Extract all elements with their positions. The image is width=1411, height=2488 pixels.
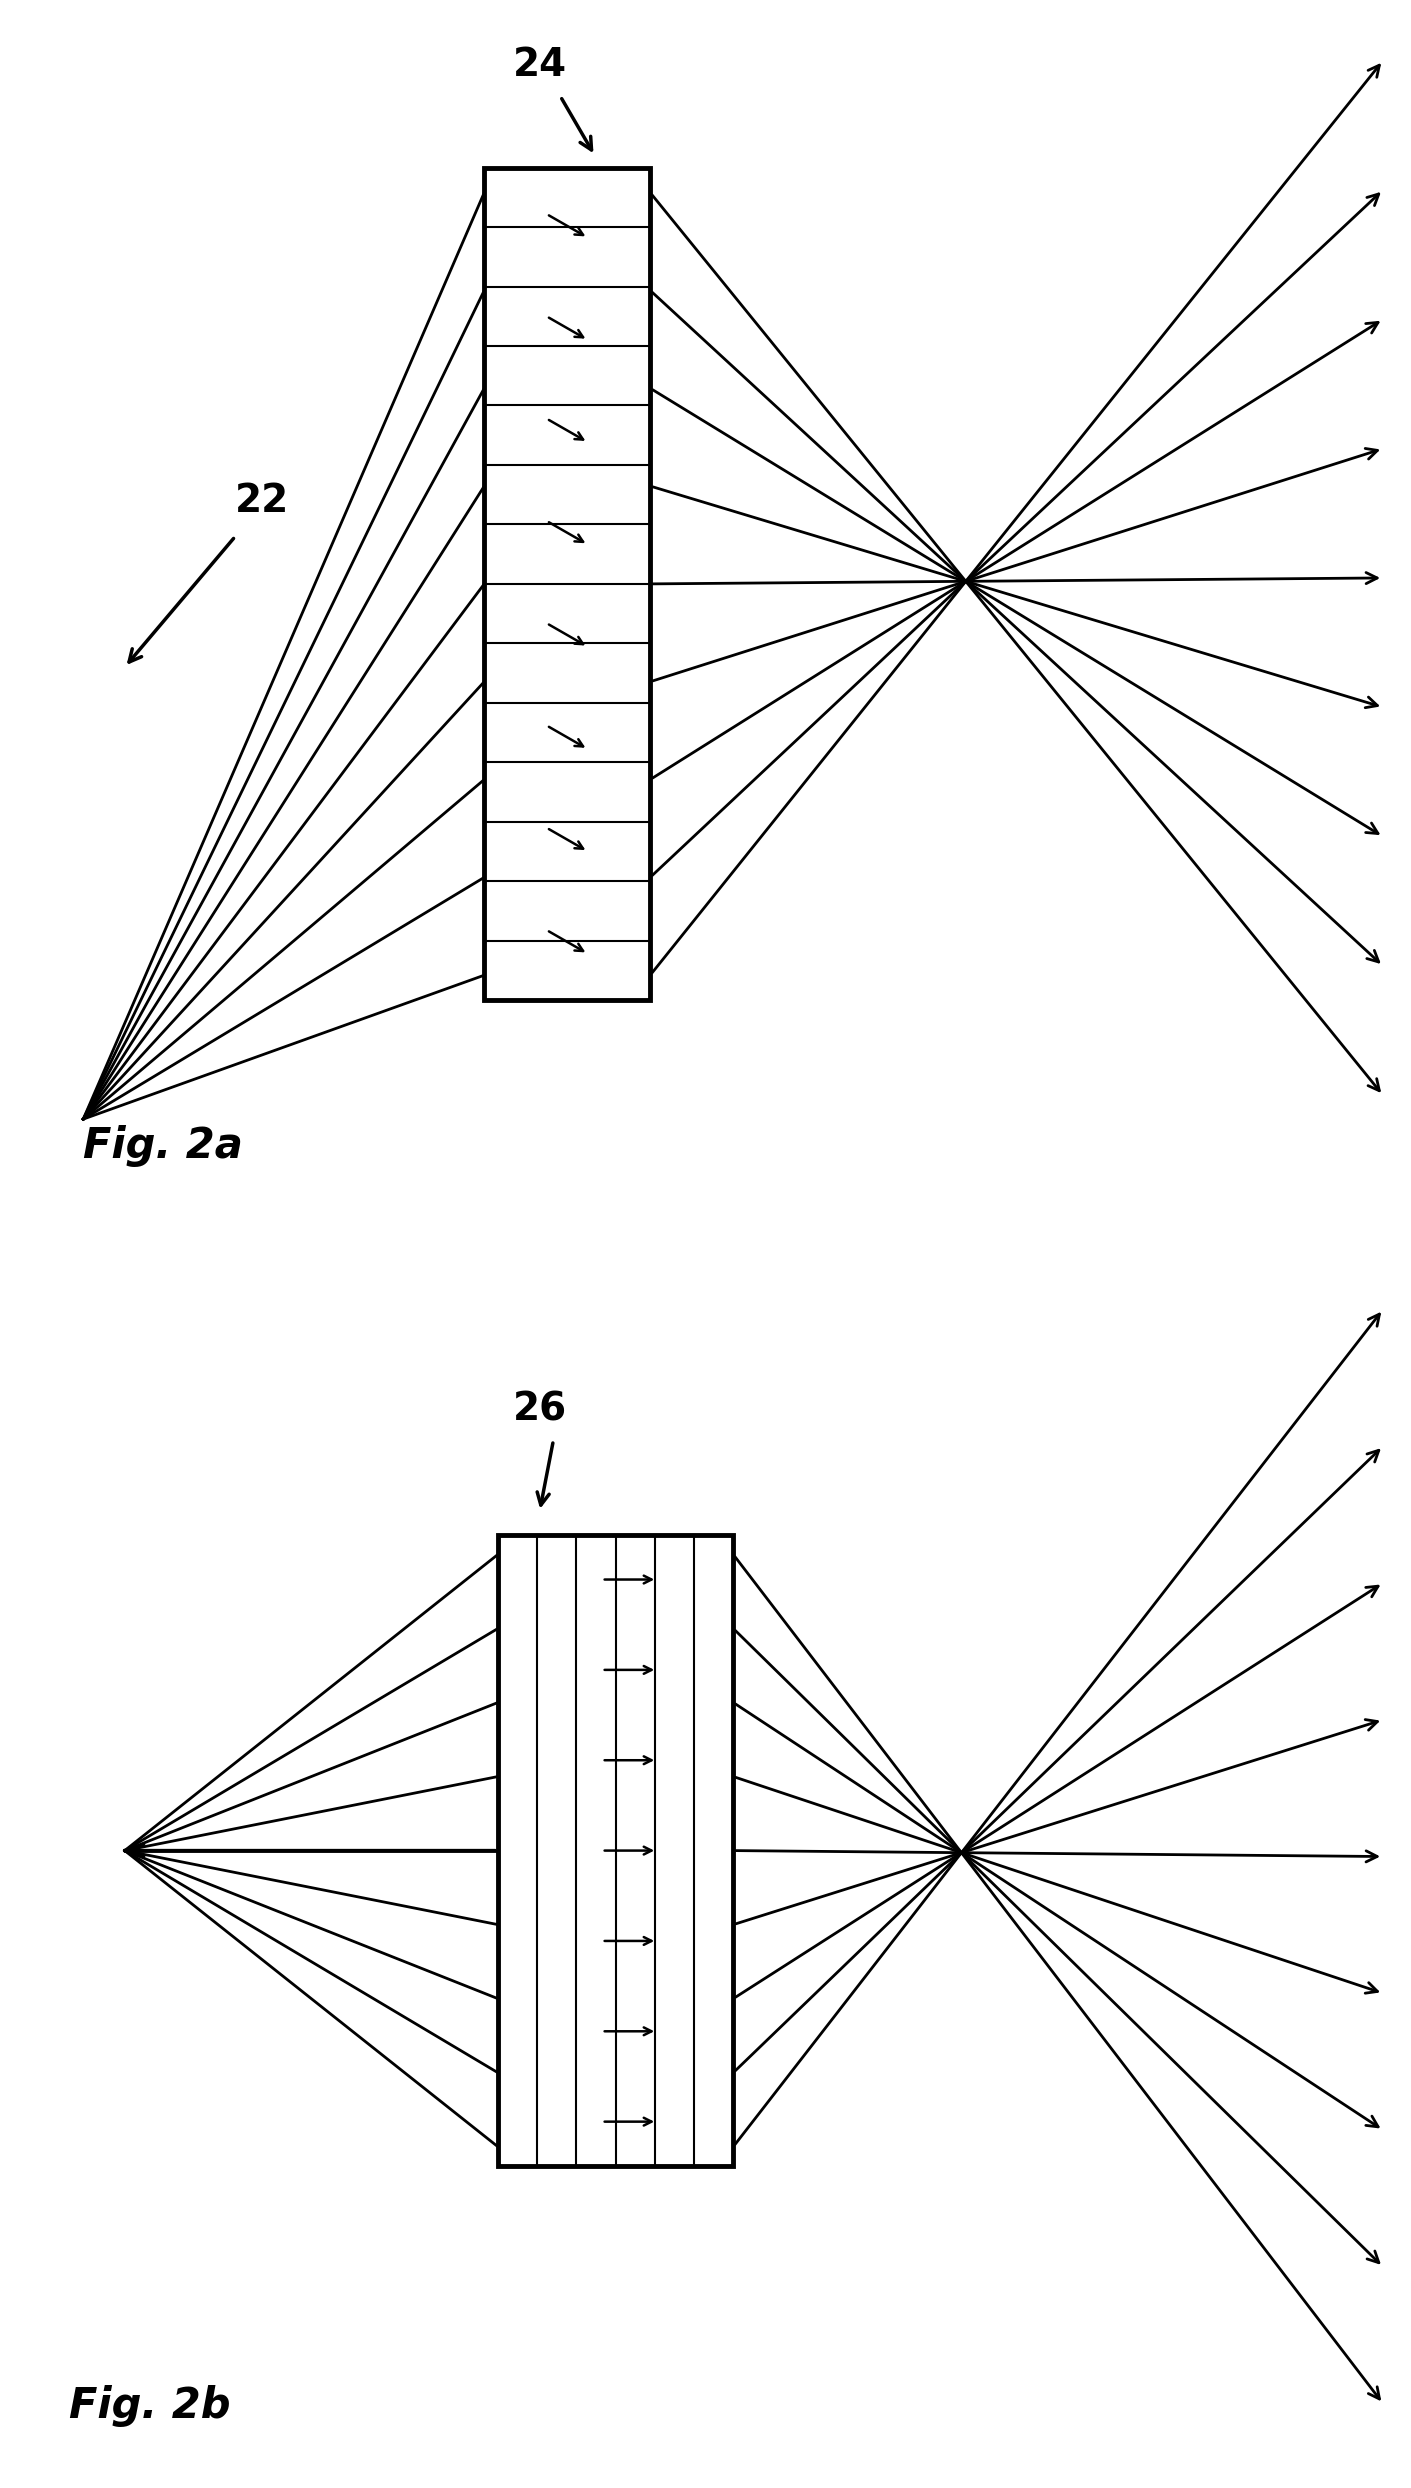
Bar [484,167,650,1000]
Bar [498,1535,734,2165]
Text: 26: 26 [512,1391,567,1428]
Text: Fig. 2b: Fig. 2b [69,2386,231,2428]
Text: Fig. 2a: Fig. 2a [83,1125,243,1167]
Text: 24: 24 [512,47,567,85]
Text: 22: 22 [236,483,289,520]
